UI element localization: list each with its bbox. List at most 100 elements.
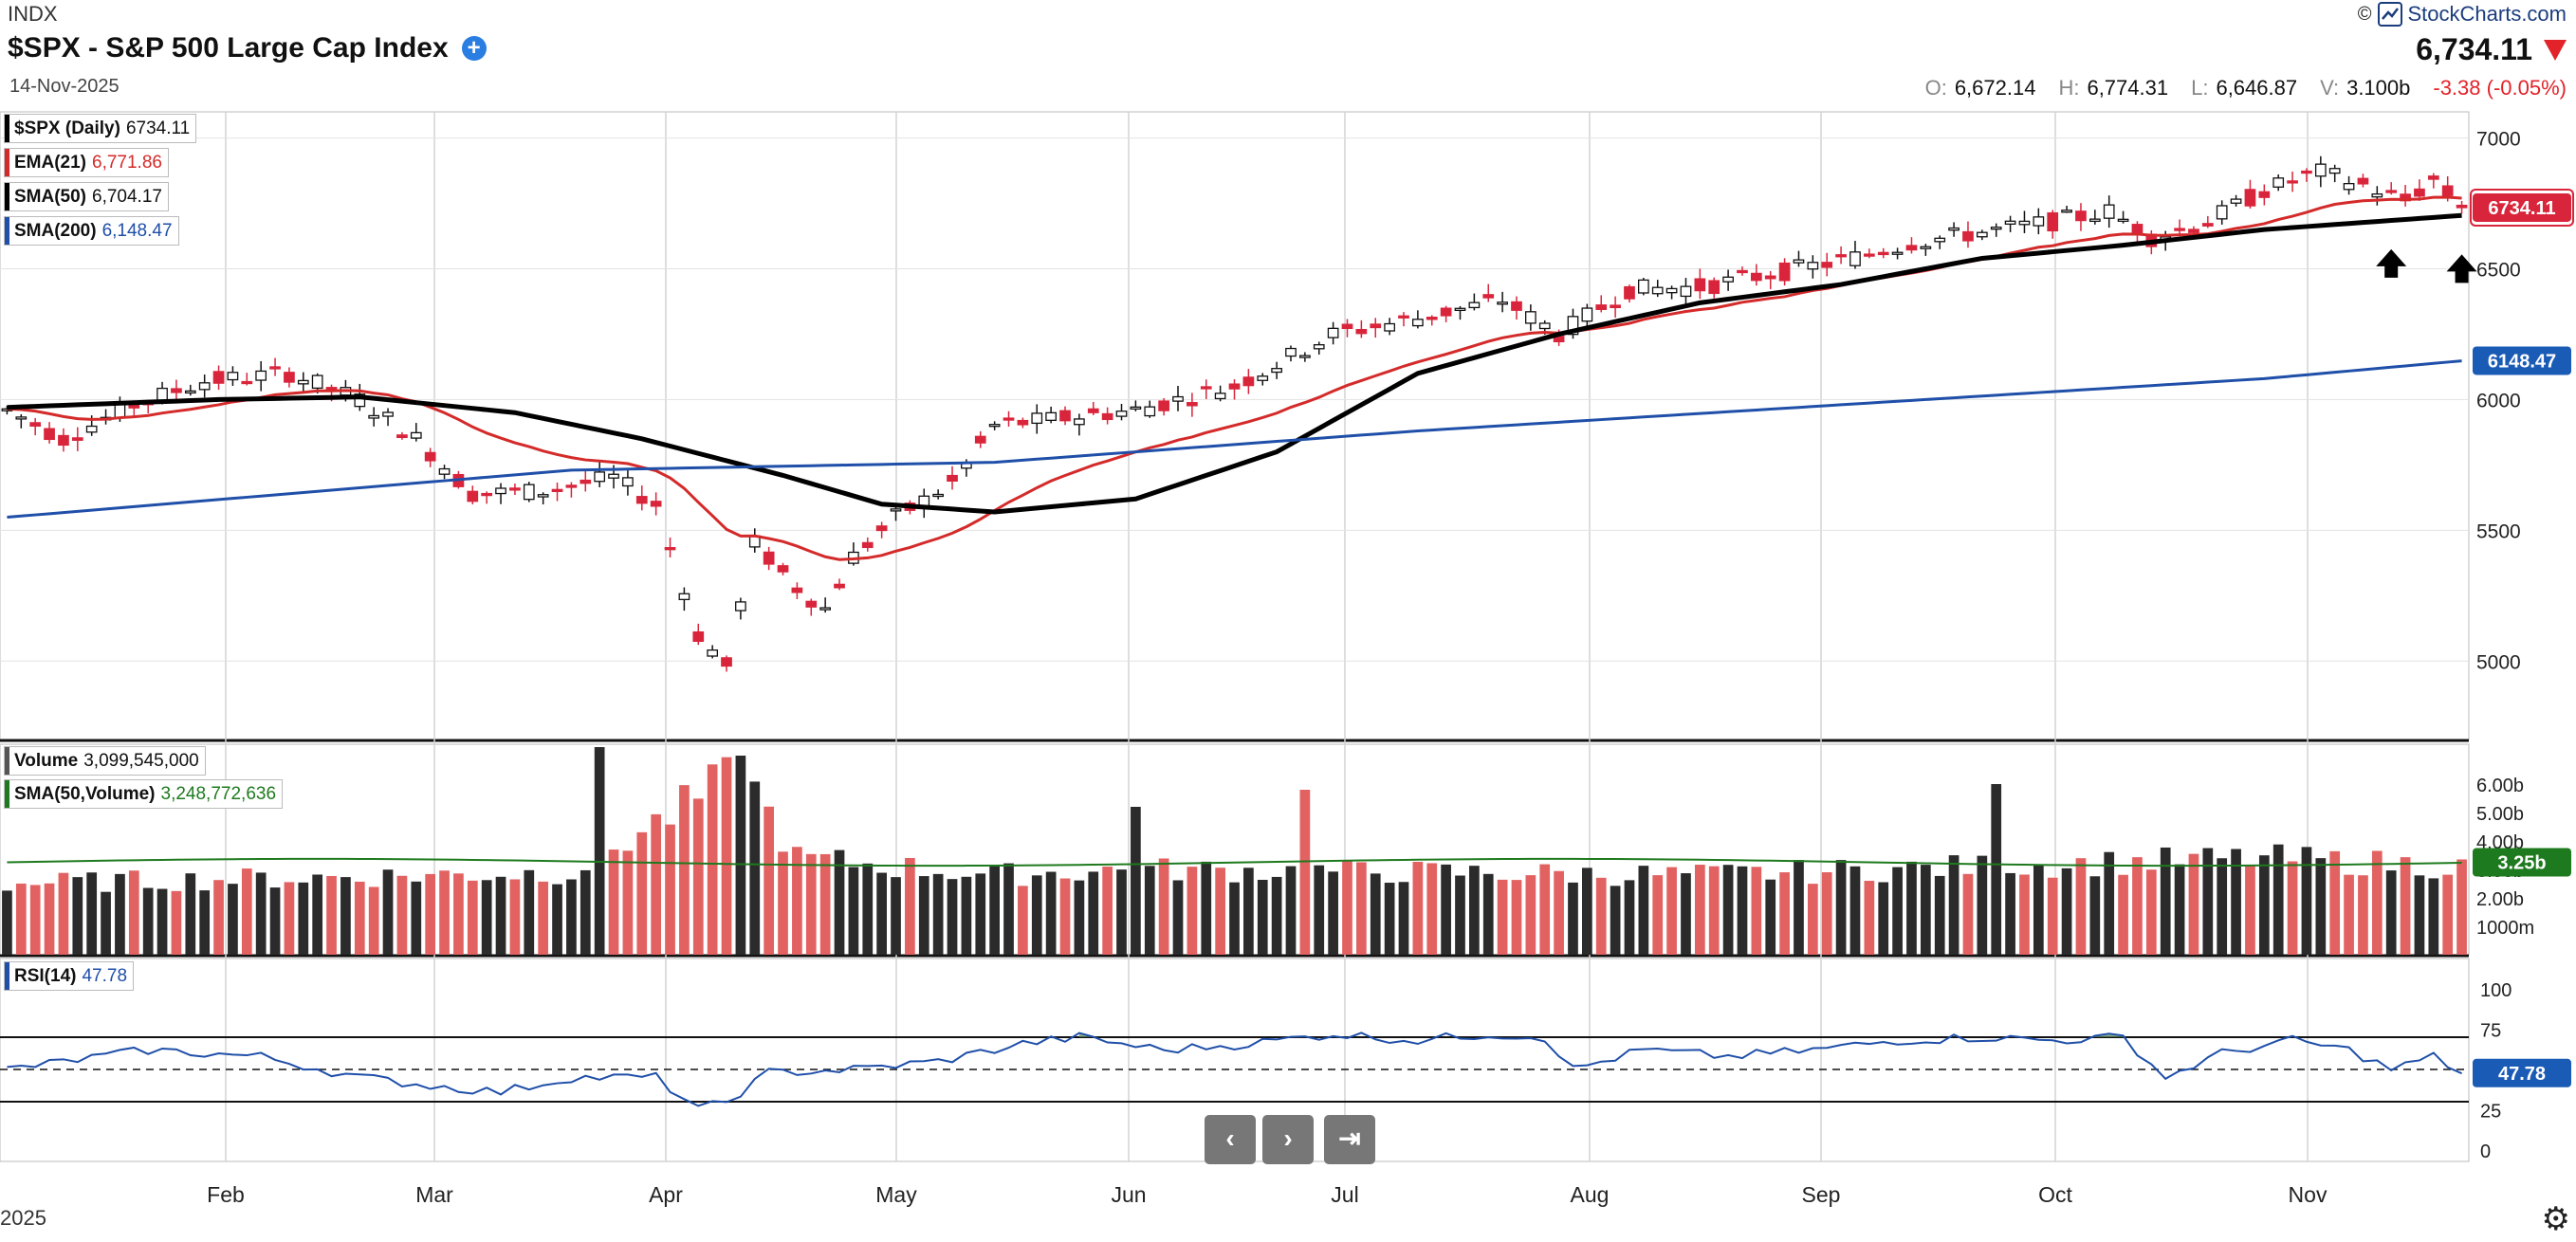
volume-bar: [1977, 855, 1988, 955]
sma200-badge: 6148.47: [2488, 351, 2556, 372]
candle: [29, 422, 42, 427]
volume-bar: [2442, 874, 2454, 955]
candle: [2272, 177, 2285, 188]
candle: [198, 382, 211, 391]
candle: [1187, 402, 1198, 407]
volume-bar: [1074, 880, 1085, 955]
price-change: -3.38 (-0.05%): [2433, 76, 2567, 100]
volume-bar: [1469, 866, 1480, 955]
volume-bar: [1765, 879, 1776, 955]
volume-bar: [382, 869, 394, 955]
legend-sma50[interactable]: SMA(50) 6,704.17: [4, 182, 169, 211]
x-tick-label-jul: Jul: [1331, 1182, 1358, 1207]
volume-bar: [622, 850, 634, 955]
legend-volume-sma[interactable]: SMA(50,Volume) 3,248,772,636: [4, 779, 284, 809]
candle: [354, 393, 366, 408]
volume-bar: [834, 849, 845, 955]
volume-bar: [481, 880, 492, 955]
volume-bar: [1835, 860, 1847, 955]
candle: [650, 501, 662, 507]
candle: [1737, 269, 1748, 274]
volume-bar: [2258, 855, 2270, 955]
volume-bar: [2132, 857, 2143, 955]
volume-bar: [2344, 874, 2354, 955]
volume-bar: [524, 869, 535, 955]
candle: [2328, 168, 2341, 174]
volume-bar: [2217, 858, 2228, 955]
candle: [1087, 408, 1099, 413]
scroll-right-button[interactable]: ›: [1262, 1115, 1314, 1164]
candle: [1398, 315, 1409, 319]
volume-bar: [72, 877, 83, 955]
candle: [1567, 316, 1579, 336]
candle: [622, 477, 634, 487]
legend-sma200[interactable]: SMA(200) 6,148.47: [4, 216, 179, 246]
volume-bar: [284, 882, 295, 955]
volume-bar: [1229, 882, 1240, 955]
rsi-badge-bg: [2473, 1058, 2571, 1087]
volume-bar: [2371, 850, 2383, 955]
legend-rsi[interactable]: RSI(14) 47.78: [4, 961, 135, 991]
add-symbol-button[interactable]: +: [461, 36, 487, 61]
volume-bar: [2174, 864, 2185, 955]
volume-sma-badge: 3.25b: [2497, 853, 2546, 874]
volume-bar: [368, 886, 379, 955]
volume-bar: [1892, 867, 1903, 955]
volume-bar: [1497, 879, 1508, 955]
volume-bar: [86, 872, 98, 955]
legend-volume[interactable]: Volume 3,099,545,000: [4, 746, 206, 776]
candle: [678, 593, 690, 600]
candle: [2230, 198, 2242, 204]
volume-bar: [2104, 851, 2115, 955]
volume-bar: [199, 890, 211, 955]
candle: [1341, 323, 1353, 330]
volume-bar: [2358, 875, 2368, 955]
candle: [1651, 286, 1664, 295]
x-tick-label-may: May: [875, 1182, 917, 1207]
volume-bar: [538, 881, 549, 955]
price-tick-label: 5500: [2476, 521, 2521, 542]
volume-bar: [891, 877, 901, 955]
volume-bar: [15, 883, 27, 955]
page-title: $SPX - S&P 500 Large Cap Index +: [8, 32, 487, 64]
volume-bar: [989, 865, 1000, 955]
volume-bar: [1962, 873, 1974, 955]
volume-bar: [2456, 859, 2467, 955]
candle: [2117, 218, 2129, 222]
volume-bar: [1568, 882, 1578, 955]
volume-bar: [142, 887, 154, 955]
volume-bar: [1554, 870, 1564, 955]
volume-bar: [1102, 867, 1113, 955]
candle: [1200, 386, 1212, 390]
volume-bar: [1878, 882, 1889, 955]
candle: [635, 496, 648, 504]
candle: [1172, 395, 1184, 402]
candle: [721, 657, 732, 667]
volume-bar: [2414, 875, 2425, 955]
volume-bar: [2033, 864, 2044, 955]
down-arrow-icon: [2544, 39, 2567, 61]
open-readout: O: 6,672.14: [1924, 76, 2036, 100]
volume-bar: [2188, 853, 2199, 955]
candle: [467, 490, 479, 502]
scroll-left-button[interactable]: ‹: [1205, 1115, 1256, 1164]
candle: [58, 434, 69, 447]
volume-bar: [1201, 861, 1212, 955]
legend-price[interactable]: $SPX (Daily) 6734.11: [4, 114, 197, 143]
brand-logo[interactable]: © StockCharts.com: [2358, 2, 2567, 27]
volume-bar: [1131, 807, 1141, 955]
candle: [819, 607, 832, 611]
volume-bar: [1059, 878, 1071, 955]
scroll-to-end-button[interactable]: ⇥: [1324, 1115, 1375, 1164]
candle: [523, 484, 535, 501]
volume-bar: [439, 870, 450, 955]
candle: [1101, 412, 1113, 421]
gear-icon[interactable]: ⚙: [2541, 1201, 2570, 1237]
legend-ema21[interactable]: EMA(21) 6,771.86: [4, 148, 169, 177]
volume-bar: [1158, 858, 1169, 955]
candle: [509, 487, 521, 491]
price-badge-frame: [2470, 188, 2574, 227]
candle: [974, 435, 986, 444]
volume-sma-badge-bg: [2473, 848, 2571, 877]
